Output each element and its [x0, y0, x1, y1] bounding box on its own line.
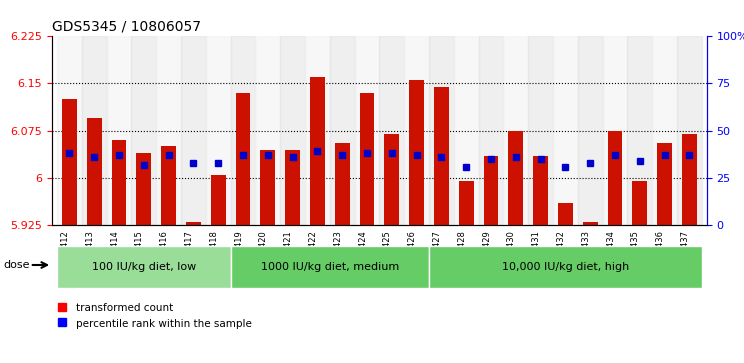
Bar — [508, 131, 523, 225]
Legend: transformed count, percentile rank within the sample: transformed count, percentile rank withi… — [57, 303, 252, 329]
Bar — [583, 222, 597, 225]
Bar — [305, 36, 330, 225]
Bar — [404, 36, 429, 225]
Bar — [355, 36, 379, 225]
Text: 10,000 IU/kg diet, high: 10,000 IU/kg diet, high — [501, 262, 629, 272]
Bar — [608, 131, 623, 225]
FancyBboxPatch shape — [231, 245, 429, 288]
Bar — [57, 36, 82, 225]
Text: 100 IU/kg diet, low: 100 IU/kg diet, low — [92, 262, 196, 272]
Bar — [434, 87, 449, 225]
FancyBboxPatch shape — [429, 245, 702, 288]
Bar — [558, 203, 573, 225]
Bar — [478, 36, 504, 225]
Bar — [335, 143, 350, 225]
Bar — [211, 175, 225, 225]
Bar — [409, 80, 424, 225]
Bar — [632, 181, 647, 225]
Bar — [677, 36, 702, 225]
Bar — [236, 93, 251, 225]
Bar — [156, 36, 181, 225]
Bar — [186, 222, 201, 225]
Bar — [553, 36, 578, 225]
Bar — [255, 36, 280, 225]
Bar — [359, 93, 374, 225]
Bar — [87, 118, 102, 225]
Bar — [260, 150, 275, 225]
Bar — [682, 134, 697, 225]
Bar — [62, 99, 77, 225]
Bar — [231, 36, 255, 225]
Bar — [385, 134, 400, 225]
Text: 1000 IU/kg diet, medium: 1000 IU/kg diet, medium — [260, 262, 399, 272]
Bar — [330, 36, 355, 225]
Bar — [206, 36, 231, 225]
Bar — [454, 36, 478, 225]
Bar — [161, 146, 176, 225]
Text: GDS5345 / 10806057: GDS5345 / 10806057 — [52, 20, 201, 34]
Bar — [484, 156, 498, 225]
Bar — [132, 36, 156, 225]
Bar — [578, 36, 603, 225]
Bar — [181, 36, 206, 225]
Text: dose: dose — [4, 260, 31, 270]
Bar — [82, 36, 106, 225]
FancyBboxPatch shape — [57, 245, 231, 288]
Bar — [285, 150, 300, 225]
Bar — [280, 36, 305, 225]
Bar — [429, 36, 454, 225]
Bar — [528, 36, 553, 225]
Bar — [106, 36, 132, 225]
Bar — [504, 36, 528, 225]
Bar — [627, 36, 652, 225]
Bar — [112, 140, 126, 225]
Bar — [657, 143, 672, 225]
Bar — [459, 181, 474, 225]
Bar — [136, 153, 151, 225]
Bar — [379, 36, 404, 225]
Bar — [652, 36, 677, 225]
Bar — [603, 36, 627, 225]
Bar — [533, 156, 548, 225]
Bar — [310, 77, 325, 225]
